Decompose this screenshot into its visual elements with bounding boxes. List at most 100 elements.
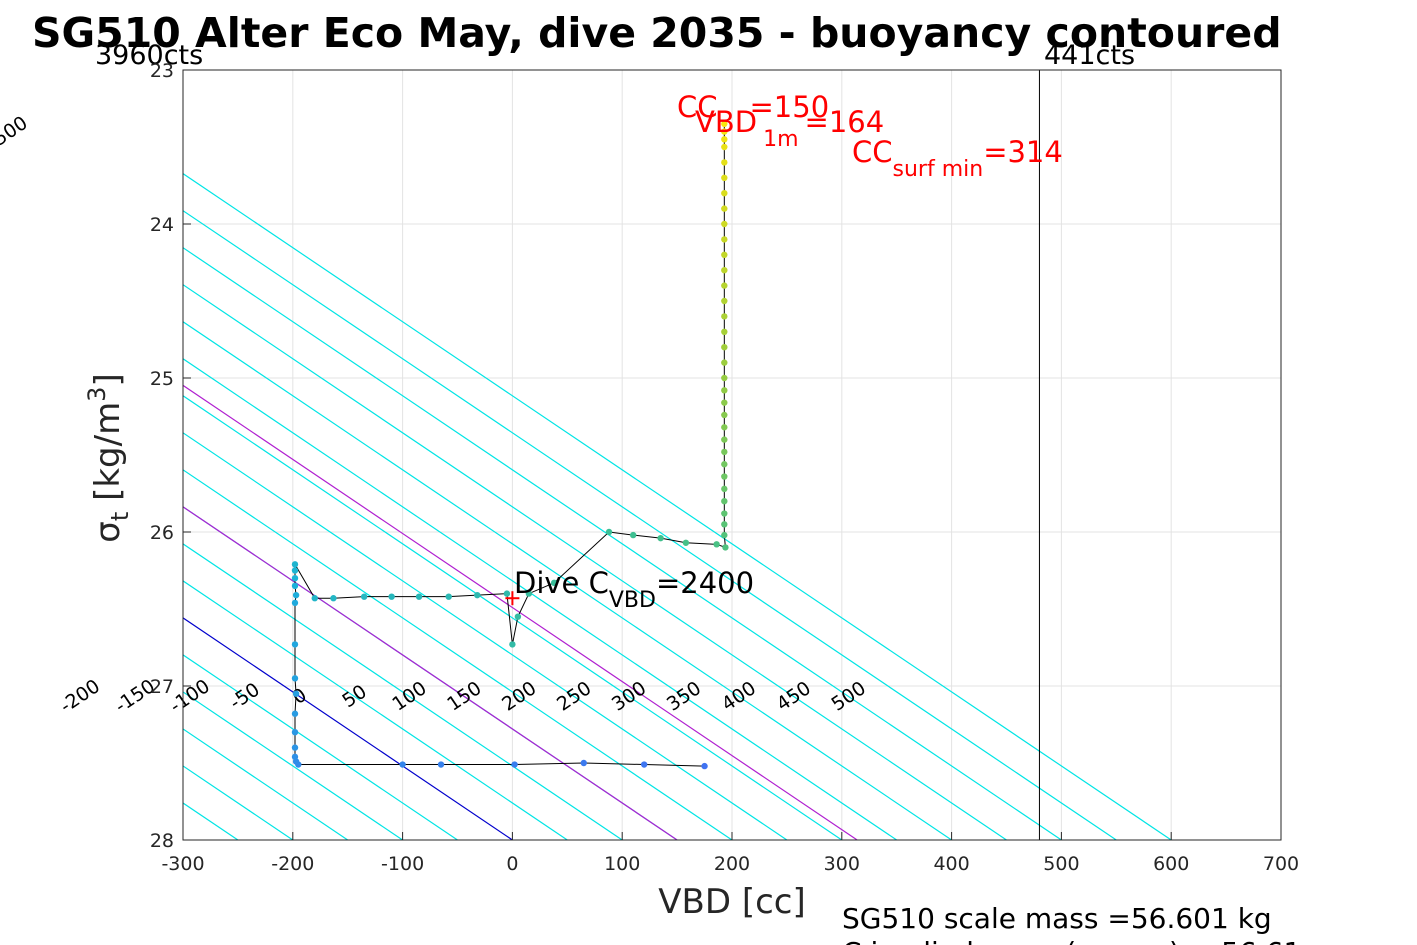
contour-label-bottom-13: 450 xyxy=(773,677,815,716)
contour-label-bottom-5: 50 xyxy=(338,680,370,712)
data-point-54 xyxy=(721,344,728,351)
dive-cvbd-annotation: Dive CVBD=2400 xyxy=(514,566,754,613)
y-axis-label-close: ] xyxy=(88,373,128,386)
data-point-68 xyxy=(721,136,728,143)
x-tick-label-8: 500 xyxy=(1043,853,1079,875)
contour-0 xyxy=(183,617,513,840)
contour-label-bottom-12: 400 xyxy=(718,677,760,716)
data-point-60 xyxy=(721,251,728,258)
y-axis-ticks: 23 24 25 26 27 28 xyxy=(150,60,191,852)
contour-label-bottom-10: 300 xyxy=(608,677,650,716)
buoyancy-contours xyxy=(183,172,1172,840)
x-tick-label-2: -100 xyxy=(381,853,424,875)
x-tick-label-10: 700 xyxy=(1263,853,1299,875)
dive-cvbd-annotation-eq: =2400 xyxy=(656,566,754,600)
contour-500 xyxy=(183,246,1062,840)
vbd1m-annotation-sub: 1m xyxy=(763,127,798,152)
cc-surf-annotation-eq: =314 xyxy=(983,135,1063,169)
data-point-55 xyxy=(721,328,728,335)
contour--100 xyxy=(183,691,403,840)
contour-600 xyxy=(183,172,1172,840)
chart-title: SG510 Alter Eco May, dive 2035 - buoyanc… xyxy=(32,9,1282,57)
contour-450 xyxy=(183,283,1007,840)
contour-100 xyxy=(183,543,623,840)
data-point-33 xyxy=(605,528,613,536)
data-point-49 xyxy=(721,411,728,419)
y-axis-label: σt [kg/m3] xyxy=(83,373,134,542)
scale-mass-note: SG510 scale mass =56.601 kg xyxy=(842,902,1272,935)
x-axis-label: VBD [cc] xyxy=(658,882,806,922)
contour--50 xyxy=(183,654,458,840)
data-point-32 xyxy=(550,579,558,587)
data-point-3 xyxy=(511,761,518,768)
data-point-13 xyxy=(291,675,299,682)
data-point-53 xyxy=(721,359,728,366)
vbd1m-annotation: VBD1m =164 xyxy=(695,105,884,152)
y-tick-label-0: 23 xyxy=(150,60,174,82)
data-point-50 xyxy=(721,399,728,406)
y-axis-label-symbol: σ xyxy=(88,521,128,543)
data-point-47 xyxy=(721,436,728,443)
data-point-42 xyxy=(721,498,728,505)
data-point-8 xyxy=(291,753,299,761)
x-axis-ticks: -300 -200 -100 0 100 200 300 400 500 600 700 xyxy=(161,832,1299,875)
contour-250 xyxy=(183,432,788,840)
dive-profile-series xyxy=(291,120,729,770)
data-point-58 xyxy=(721,282,728,289)
cc-surf-annotation-base: CC xyxy=(852,135,893,169)
series-line-0 xyxy=(294,123,726,767)
cc-surf-annotation: CCsurf min=314 xyxy=(852,135,1063,182)
vbd1m-annotation-base: VBD xyxy=(695,105,757,139)
data-point-52 xyxy=(721,374,728,382)
data-point-27 xyxy=(474,591,481,599)
data-point-22 xyxy=(330,595,337,602)
contour-label-top-18: 500 xyxy=(0,112,32,151)
y-axis-label-sub: t xyxy=(106,512,134,521)
data-point-61 xyxy=(721,236,728,243)
data-point-37 xyxy=(713,541,720,548)
contour-label-bottom-0: -200 xyxy=(56,675,104,717)
data-point-43 xyxy=(721,485,728,493)
data-point-18 xyxy=(291,575,299,582)
y-tick-label-1: 24 xyxy=(150,214,174,236)
y-tick-label-2: 25 xyxy=(150,368,174,390)
dive-cvbd-marker xyxy=(505,591,520,606)
counts-left-label: 3960cts xyxy=(95,40,203,71)
contour-550 xyxy=(183,209,1117,840)
implied-mass-note: C implied mass (sensor) = 56.61 xyxy=(842,936,1301,945)
data-point-16 xyxy=(292,591,300,599)
x-tick-label-3: 0 xyxy=(506,853,518,875)
x-tick-label-5: 200 xyxy=(714,853,750,875)
contour-300 xyxy=(183,395,843,840)
cc-surf-annotation-sub: surf min xyxy=(893,157,984,182)
contour-label-bottom-9: 250 xyxy=(553,677,595,716)
cc-annotation-base: CC xyxy=(677,90,718,124)
x-tick-label-0: -300 xyxy=(161,853,204,875)
data-point-62 xyxy=(721,220,728,228)
data-point-12 xyxy=(292,690,300,697)
data-point-66 xyxy=(721,159,728,166)
data-point-21 xyxy=(311,595,318,602)
data-point-23 xyxy=(360,593,368,600)
data-point-11 xyxy=(291,710,299,717)
data-point-30 xyxy=(514,613,522,620)
contour-50 xyxy=(183,580,568,840)
cc-annotation-eq: =150 xyxy=(750,90,830,124)
data-point-64 xyxy=(721,190,728,197)
data-point-31 xyxy=(525,590,533,597)
x-tick-label-9: 600 xyxy=(1153,853,1189,875)
magenta-contour-150 xyxy=(183,506,678,840)
contour-label-bottom-6: 100 xyxy=(388,677,430,716)
y-axis-label-sup: 3 xyxy=(83,387,111,402)
data-point-28 xyxy=(503,590,511,597)
data-point-39 xyxy=(721,531,728,539)
data-point-5 xyxy=(399,761,406,768)
dive-cvbd-annotation-base: Dive C xyxy=(514,566,609,600)
data-point-65 xyxy=(721,174,728,181)
vbd1m-annotation-eq: =164 xyxy=(805,105,885,139)
x-tick-label-6: 300 xyxy=(824,853,860,875)
contour-400 xyxy=(183,321,952,840)
counts-right-label: 441cts xyxy=(1044,40,1135,71)
cc-annotation: CC =150 xyxy=(677,90,829,124)
data-point-35 xyxy=(657,534,664,542)
